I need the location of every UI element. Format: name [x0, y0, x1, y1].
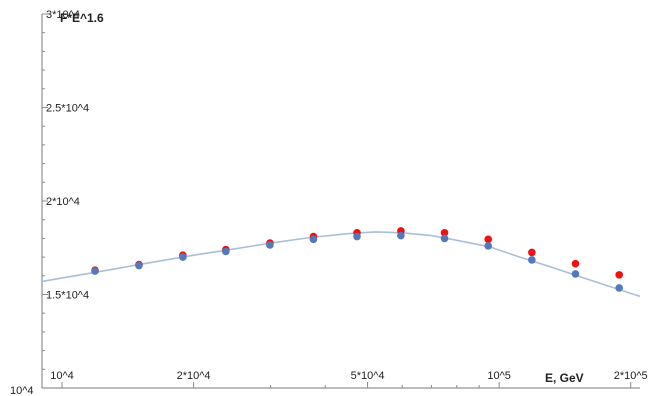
data-point-series-2 [222, 247, 230, 256]
y-axis-title: F*E^1.6 [60, 11, 104, 25]
x-tick-label: 2*10^4 [177, 370, 211, 382]
data-point-series-2 [135, 261, 143, 270]
data-point-series-1 [528, 248, 536, 257]
corner-label: 10^4 [10, 385, 34, 396]
data-point-series-2 [528, 256, 536, 264]
x-tick-label: 5*10^4 [351, 370, 385, 382]
data-point-series-2 [397, 231, 405, 240]
minor-ticks [42, 13, 632, 388]
tick-labels: 1.5*10^4 2*10^4 2.5*10^4 3*10^4 10^4 2*10^4 5*… [46, 9, 648, 382]
data-point-series-1 [571, 259, 580, 268]
data-point-series-2 [571, 270, 580, 278]
fit-curve-layer [41, 231, 641, 298]
data-point-series-2 [615, 284, 623, 292]
data-point-series-2 [309, 235, 318, 244]
data-point-series-2 [91, 267, 99, 275]
data-points-layer [91, 227, 623, 292]
data-point-series-1 [615, 271, 623, 279]
data-point-series-2 [179, 253, 187, 261]
data-point-series-2 [484, 242, 493, 250]
x-tick-label: 2*10^5 [614, 370, 648, 382]
x-tick-label: 10^5 [487, 370, 511, 382]
y-tick-label: 2.5*10^4 [46, 103, 89, 115]
axes [41, 14, 640, 389]
data-point-series-1 [484, 235, 493, 244]
x-axis-title: E, GeV [545, 371, 584, 385]
data-point-series-2 [266, 241, 274, 249]
y-tick-label: 3*10^4 [46, 9, 80, 21]
y-tick-label: 2*10^4 [46, 196, 80, 208]
y-tick-label: 1.5*10^4 [46, 290, 89, 302]
x-tick-label: 10^4 [50, 370, 74, 382]
fit-curve [41, 231, 641, 298]
data-point-series-2 [353, 232, 361, 241]
data-point-series-1 [440, 228, 449, 237]
data-point-series-2 [440, 234, 449, 243]
